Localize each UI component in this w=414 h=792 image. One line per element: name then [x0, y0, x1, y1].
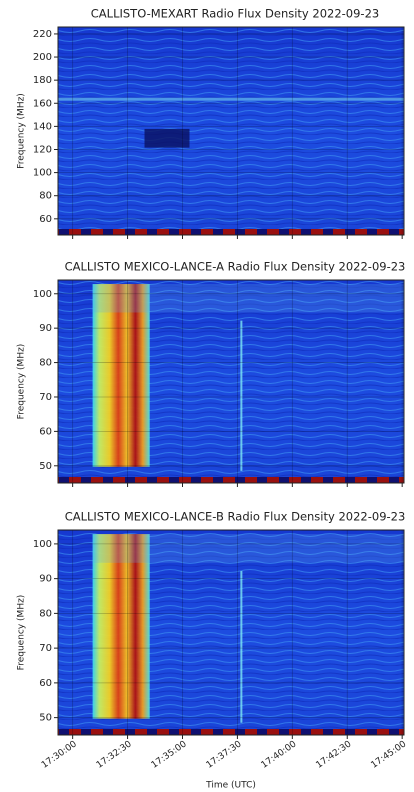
y-tick-label: 60 — [39, 426, 52, 437]
x-tick-label: 17:45:00 — [369, 739, 408, 771]
x-tick-label: 17:40:00 — [260, 739, 299, 771]
y-tick-label: 80 — [39, 358, 52, 369]
y-tick-label: 200 — [33, 52, 52, 63]
y-tick-label: 90 — [39, 323, 52, 334]
y-tick-label: 60 — [39, 678, 52, 689]
y-tick-label: 50 — [39, 713, 52, 724]
calibration-strip — [58, 229, 404, 235]
interference-band — [92, 284, 404, 313]
x-tick-label: 17:30:00 — [40, 739, 79, 771]
burst-emission — [92, 534, 150, 719]
y-tick-label: 90 — [39, 574, 52, 585]
y-tick-label: 140 — [33, 121, 52, 132]
spectrogram-texture — [58, 27, 404, 235]
x-tick-label: 17:35:00 — [150, 739, 189, 771]
chart-title: CALLISTO MEXICO-LANCE-A Radio Flux Densi… — [65, 260, 406, 274]
interference-band — [92, 534, 404, 563]
y-tick-label: 60 — [39, 214, 52, 225]
y-tick-label: 70 — [39, 643, 52, 654]
y-tick-label: 120 — [33, 144, 52, 155]
y-tick-label: 100 — [33, 539, 52, 550]
burst-emission — [92, 284, 150, 467]
y-tick-label: 100 — [33, 289, 52, 300]
dark-patch — [144, 128, 190, 148]
y-tick-label: 80 — [39, 608, 52, 619]
plot-frame — [57, 279, 405, 484]
y-tick-label: 180 — [33, 75, 52, 86]
x-tick-label: 17:32:30 — [95, 739, 134, 771]
y-tick-label: 160 — [33, 98, 52, 109]
y-tick-label: 220 — [33, 29, 52, 40]
y-axis-label: Frequency (MHz) — [17, 93, 27, 169]
x-axis-label: Time (UTC) — [205, 781, 256, 791]
y-axis-label: Frequency (MHz) — [17, 595, 27, 671]
y-axis-label: Frequency (MHz) — [17, 344, 27, 420]
chart-title: CALLISTO-MEXART Radio Flux Density 2022-… — [91, 7, 379, 21]
calibration-strip — [58, 729, 404, 735]
x-tick-label: 17:37:30 — [205, 739, 244, 771]
x-tick-label: 17:42:30 — [315, 739, 354, 771]
bright-band — [58, 97, 404, 101]
y-tick-label: 50 — [39, 461, 52, 472]
calibration-strip — [58, 477, 404, 483]
plot-frame — [57, 529, 405, 736]
y-tick-label: 100 — [33, 168, 52, 179]
y-tick-label: 70 — [39, 392, 52, 403]
chart-title: CALLISTO MEXICO-LANCE-B Radio Flux Densi… — [65, 510, 406, 524]
plot-frame — [57, 26, 405, 236]
y-tick-label: 80 — [39, 191, 52, 202]
